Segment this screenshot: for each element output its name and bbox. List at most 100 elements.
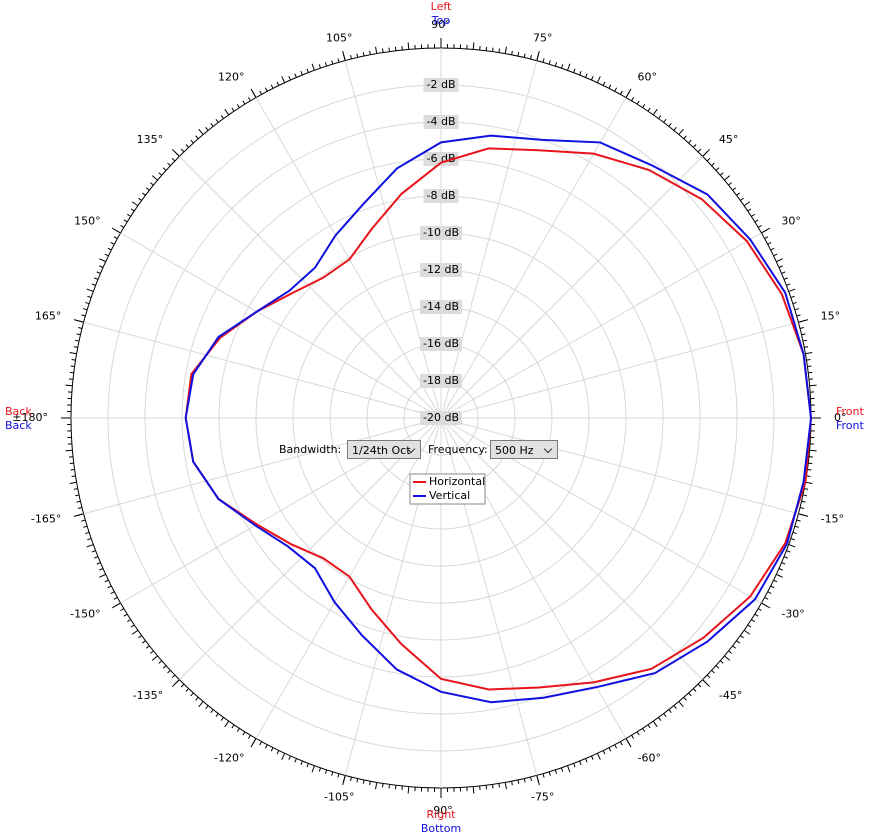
angle-tick [342,775,346,786]
angle-tick [625,738,632,748]
angle-label: -90° [429,804,452,817]
angle-tick [171,148,180,157]
series-line [184,134,813,704]
radial-grid-line [440,232,762,419]
bandwidth-select[interactable]: 1/24th Oct [347,440,421,459]
radial-grid-line [255,417,442,739]
r-label-box [423,152,459,166]
radial-grid-line [440,60,538,419]
r-label-box [423,78,459,92]
radial-grid-line [179,417,442,680]
radial-grid-line [255,97,442,419]
angle-label: 45° [719,133,739,146]
angle-label: -150° [70,608,100,621]
angle-label: 165° [35,309,62,322]
r-tick-label: -8 dB [427,189,456,202]
direction-label: Left [431,0,452,13]
angle-label: 105° [326,31,353,44]
r-tick-label: -16 dB [423,337,459,350]
radial-grid-line [440,417,538,776]
r-label-box [420,374,462,388]
angle-label: 15° [821,309,841,322]
radial-grid-line [440,321,799,419]
r-tick-label: -14 dB [423,300,459,313]
angle-tick [73,319,84,323]
direction-label: Top [431,14,451,27]
legend-label: Horizontal [429,475,485,488]
r-tick-label: -6 dB [427,152,456,165]
angle-tick [73,513,84,517]
direction-label: Back [5,419,32,432]
angle-label: -120° [214,751,244,764]
angle-tick [111,602,121,609]
frequency-label: Frequency: [428,443,488,456]
direction-label: Right [427,808,457,821]
angle-label: 120° [218,71,245,84]
angle-label: -15° [821,513,844,526]
angle-label: 90° [431,18,451,31]
angle-label: -135° [133,689,163,702]
r-tick-label: -4 dB [427,115,456,128]
r-label-box [420,300,462,314]
angle-tick [702,148,711,157]
angle-label: -105° [324,791,354,804]
r-label-box [423,189,459,203]
angle-tick [761,602,771,609]
angle-tick [625,88,632,98]
direction-label: Bottom [421,822,461,835]
angle-label: -75° [531,791,554,804]
direction-label: Front [836,405,865,418]
angle-label: 75° [533,31,553,44]
radial-grid-line [344,60,442,419]
radial-grid-line [440,417,627,739]
legend-box [409,473,486,505]
angle-label: -45° [719,689,742,702]
angle-label: 135° [137,133,164,146]
series-line [184,147,813,691]
angle-label: 60° [638,71,658,84]
angle-label: 0° [834,411,847,424]
angle-tick [171,679,180,688]
frequency-select[interactable]: 500 Hz [490,440,558,459]
angle-tick [761,227,771,234]
radial-grid-line [83,417,442,515]
r-label-box [420,226,462,240]
radial-grid-line [83,321,442,419]
r-tick-label: -18 dB [423,374,459,387]
angle-label: 150° [74,215,101,228]
angle-label: -165° [31,513,61,526]
angle-tick [250,88,257,98]
angle-tick [798,513,809,517]
legend-label: Vertical [429,489,470,502]
r-label-box [420,337,462,351]
r-tick-label: -10 dB [423,226,459,239]
angle-tick [702,679,711,688]
direction-label: Back [5,405,32,418]
radial-grid-line [344,417,442,776]
angle-tick [798,319,809,323]
radial-grid-line [440,417,799,515]
r-label-box [420,263,462,277]
r-tick-label: -2 dB [427,78,456,91]
angle-tick [342,50,346,61]
r-tick-label: -12 dB [423,263,459,276]
r-label-box [420,411,462,425]
radial-grid-line [440,97,627,419]
radial-grid-line [179,156,442,419]
radial-grid-line [120,232,442,419]
r-label-box [423,115,459,129]
angle-tick [536,775,540,786]
radial-grid-line [440,156,703,419]
angle-label: ±180° [12,411,48,424]
bandwidth-label: Bandwidth: [279,443,342,456]
direction-label: Front [836,419,865,432]
radial-grid-line [440,417,703,680]
angle-tick [250,738,257,748]
angle-label: 30° [781,215,801,228]
angle-tick [536,50,540,61]
angle-label: -30° [781,608,804,621]
r-tick-label: -20 dB [423,411,459,424]
